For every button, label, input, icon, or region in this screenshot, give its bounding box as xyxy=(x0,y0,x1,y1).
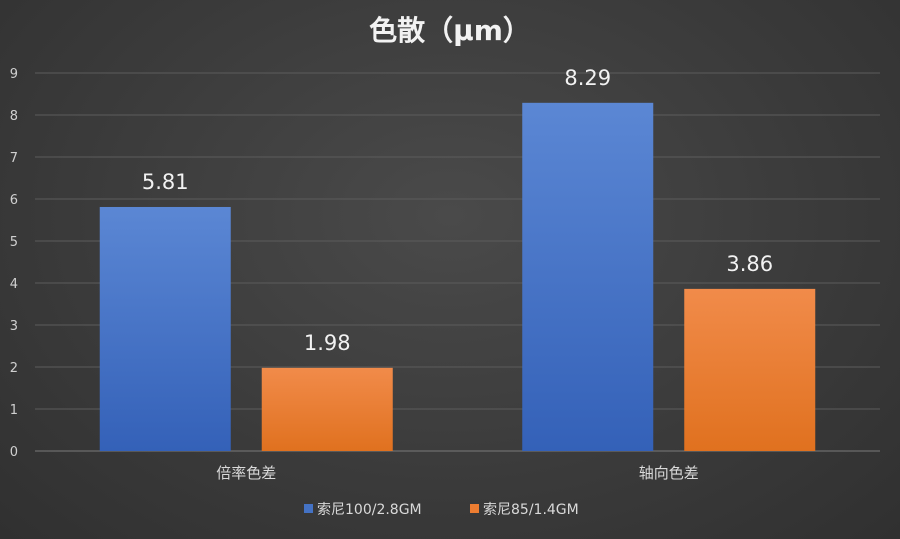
y-tick-label: 0 xyxy=(10,445,18,460)
y-tick-label: 9 xyxy=(10,67,18,82)
legend-swatch-series-2 xyxy=(470,504,479,513)
y-tick-label: 6 xyxy=(10,193,18,208)
y-tick-label: 4 xyxy=(10,277,18,292)
x-category-label: 轴向色差 xyxy=(639,464,699,482)
legend-label-series-1: 索尼100/2.8GM xyxy=(317,501,422,518)
legend: 索尼100/2.8GM 索尼85/1.4GM xyxy=(304,501,579,518)
legend-swatch-series-1 xyxy=(304,504,313,513)
y-tick-label: 8 xyxy=(10,109,18,124)
data-label: 5.81 xyxy=(142,170,189,194)
bar-series-2-cat-2 xyxy=(684,288,816,451)
data-label: 1.98 xyxy=(304,331,351,355)
data-label: 3.86 xyxy=(726,252,773,276)
y-tick-label: 3 xyxy=(10,319,18,334)
chart-title: 色散（μm） xyxy=(369,14,531,47)
y-axis-ticks: 0 1 2 3 4 5 6 7 8 9 xyxy=(10,67,18,460)
data-label: 8.29 xyxy=(564,66,611,90)
x-category-label: 倍率色差 xyxy=(216,464,276,482)
y-tick-label: 5 xyxy=(10,235,18,250)
legend-label-series-2: 索尼85/1.4GM xyxy=(483,501,579,518)
bar-series-2-cat-1 xyxy=(261,367,393,451)
y-tick-label: 7 xyxy=(10,151,18,166)
x-axis-categories: 倍率色差 轴向色差 xyxy=(216,464,699,482)
bar-series-1-cat-2 xyxy=(522,102,654,451)
data-labels: 5.81 1.98 8.29 3.86 xyxy=(142,66,773,355)
bar-series-1-cat-1 xyxy=(99,206,231,451)
bars xyxy=(99,102,816,451)
y-tick-label: 1 xyxy=(10,403,18,418)
y-tick-label: 2 xyxy=(10,361,18,376)
